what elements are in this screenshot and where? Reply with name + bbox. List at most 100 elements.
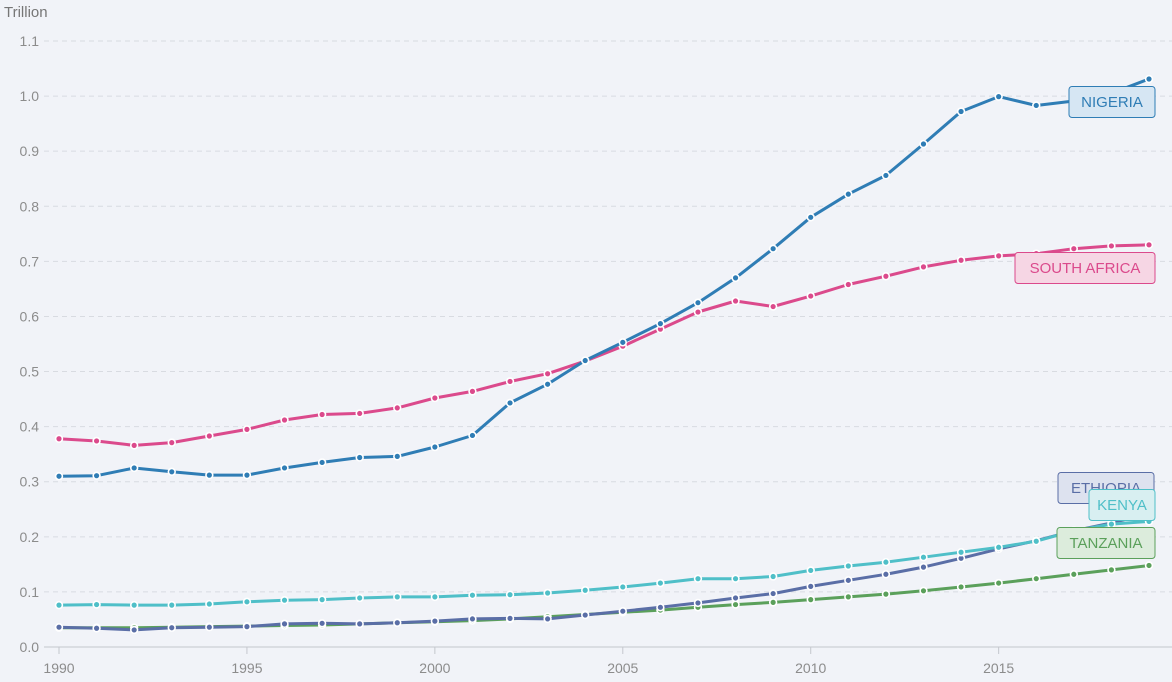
data-point[interactable] xyxy=(393,452,402,461)
data-point[interactable] xyxy=(355,593,364,603)
data-point[interactable] xyxy=(167,600,176,610)
data-point[interactable] xyxy=(806,566,815,575)
data-point[interactable] xyxy=(468,387,477,396)
data-point[interactable] xyxy=(881,557,891,567)
data-point[interactable] xyxy=(92,471,101,480)
data-point[interactable] xyxy=(731,600,740,609)
data-point[interactable] xyxy=(505,377,515,386)
data-point[interactable] xyxy=(129,600,139,610)
data-point[interactable] xyxy=(919,586,928,596)
data-point[interactable] xyxy=(393,592,402,602)
data-point[interactable] xyxy=(1032,574,1041,583)
data-point[interactable] xyxy=(731,593,740,603)
data-point[interactable] xyxy=(768,302,778,311)
data-point[interactable] xyxy=(430,442,440,452)
data-point[interactable] xyxy=(731,574,740,583)
data-point[interactable] xyxy=(806,595,815,604)
data-point[interactable] xyxy=(167,623,176,632)
data-point[interactable] xyxy=(693,598,703,608)
data-point[interactable] xyxy=(355,453,364,462)
data-point[interactable] xyxy=(543,614,552,624)
data-point[interactable] xyxy=(768,244,778,253)
data-point[interactable] xyxy=(129,625,139,635)
data-point[interactable] xyxy=(994,251,1003,261)
data-point[interactable] xyxy=(167,438,176,447)
data-point[interactable] xyxy=(844,561,853,571)
data-point[interactable] xyxy=(280,595,289,605)
data-point[interactable] xyxy=(242,470,252,480)
data-point[interactable] xyxy=(430,393,440,403)
data-point[interactable] xyxy=(656,578,665,588)
data-point[interactable] xyxy=(919,139,928,149)
data-point[interactable] xyxy=(242,622,252,631)
data-point[interactable] xyxy=(956,256,966,265)
data-point[interactable] xyxy=(844,592,853,602)
data-point[interactable] xyxy=(205,470,214,480)
data-point[interactable] xyxy=(1107,565,1116,575)
data-point[interactable] xyxy=(505,398,515,408)
data-point[interactable] xyxy=(468,431,477,440)
data-point[interactable] xyxy=(1144,561,1154,570)
data-point[interactable] xyxy=(731,273,740,283)
data-point[interactable] xyxy=(1069,244,1079,253)
data-point[interactable] xyxy=(543,369,552,378)
data-point[interactable] xyxy=(806,291,815,301)
data-point[interactable] xyxy=(844,189,853,199)
data-point[interactable] xyxy=(881,589,891,599)
data-point[interactable] xyxy=(505,614,515,623)
data-point[interactable] xyxy=(919,562,928,572)
data-point[interactable] xyxy=(881,272,891,281)
data-point[interactable] xyxy=(731,296,740,306)
data-point[interactable] xyxy=(919,553,928,562)
data-point[interactable] xyxy=(205,599,214,609)
data-point[interactable] xyxy=(205,622,214,632)
data-point[interactable] xyxy=(1107,241,1116,251)
data-point[interactable] xyxy=(768,589,778,598)
data-point[interactable] xyxy=(280,415,289,425)
data-point[interactable] xyxy=(54,434,64,443)
data-point[interactable] xyxy=(92,600,101,609)
data-point[interactable] xyxy=(844,576,853,585)
data-point[interactable] xyxy=(280,619,289,629)
data-point[interactable] xyxy=(92,436,101,446)
data-point[interactable] xyxy=(693,574,703,583)
data-point[interactable] xyxy=(1032,537,1041,546)
data-point[interactable] xyxy=(581,356,590,365)
data-point[interactable] xyxy=(618,338,627,347)
data-point[interactable] xyxy=(956,548,966,557)
data-point[interactable] xyxy=(393,618,402,627)
data-point[interactable] xyxy=(1032,101,1041,110)
data-point[interactable] xyxy=(806,213,815,222)
data-point[interactable] xyxy=(994,92,1003,101)
data-point[interactable] xyxy=(768,598,778,607)
data-point[interactable] xyxy=(430,616,440,626)
data-point[interactable] xyxy=(543,380,552,389)
data-point[interactable] xyxy=(693,307,703,317)
data-point[interactable] xyxy=(581,586,590,595)
data-point[interactable] xyxy=(317,619,327,628)
data-point[interactable] xyxy=(242,425,252,434)
data-point[interactable] xyxy=(1107,519,1116,529)
data-point[interactable] xyxy=(618,582,627,592)
data-point[interactable] xyxy=(317,458,327,467)
data-point[interactable] xyxy=(768,572,778,581)
data-point[interactable] xyxy=(355,619,364,629)
data-point[interactable] xyxy=(543,588,552,598)
data-point[interactable] xyxy=(656,319,665,328)
data-point[interactable] xyxy=(393,403,402,413)
data-point[interactable] xyxy=(167,467,176,477)
data-point[interactable] xyxy=(129,441,139,450)
data-point[interactable] xyxy=(881,570,891,579)
data-point[interactable] xyxy=(693,298,703,307)
data-point[interactable] xyxy=(92,624,101,633)
data-point[interactable] xyxy=(129,463,139,473)
data-point[interactable] xyxy=(205,431,214,441)
data-point[interactable] xyxy=(956,582,966,592)
data-point[interactable] xyxy=(505,590,515,599)
data-point[interactable] xyxy=(54,600,64,610)
data-point[interactable] xyxy=(656,603,665,612)
data-point[interactable] xyxy=(280,463,289,473)
data-point[interactable] xyxy=(618,606,627,616)
data-point[interactable] xyxy=(317,410,327,419)
data-point[interactable] xyxy=(806,582,815,591)
